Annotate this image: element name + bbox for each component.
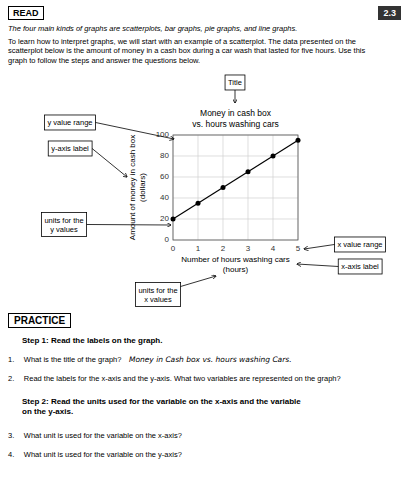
paragraph: The four main kinds of graphs are scatte… — [8, 24, 401, 34]
chart-title-line: Money in cash box — [200, 108, 272, 118]
tick-label: 40 — [160, 193, 169, 202]
section-number: 2.3 — [378, 6, 401, 20]
annotation-text-line: x value range — [337, 240, 382, 249]
point — [221, 185, 226, 190]
annotation-text: x value range — [337, 240, 382, 249]
plot-frame — [173, 135, 298, 240]
annotation-arrow — [235, 90, 236, 103]
annotation-text-line: Title — [228, 78, 242, 87]
grid-line — [173, 156, 298, 157]
grid-line — [273, 135, 274, 240]
annotation-text-line: x-axis label — [341, 262, 379, 271]
question: 1. What is the title of the graph? Money… — [8, 355, 401, 365]
tick-label: 3 — [246, 244, 251, 253]
line — [173, 140, 298, 219]
grid-line — [198, 135, 199, 240]
annotation: x-axis label — [297, 259, 382, 274]
annotation: y-axis label — [48, 141, 127, 177]
grid-line — [248, 135, 249, 240]
annotation-text: y value range — [47, 118, 92, 127]
annotation-text: units for they values — [44, 215, 83, 233]
annotation-box — [135, 282, 180, 306]
annotation-text-line: units for the — [138, 285, 177, 294]
grid-line — [173, 198, 298, 199]
tick-label: 20 — [160, 214, 169, 223]
annotation-box — [44, 115, 95, 130]
step-text: Read the labels on the graph. — [51, 336, 163, 345]
annotation: Title — [225, 75, 245, 103]
question: 3. What unit is used for the variable on… — [8, 431, 401, 441]
annotation-arrow — [92, 148, 127, 177]
grid — [173, 135, 298, 240]
annotation-text-line: y value range — [47, 118, 92, 127]
annotation: y value range — [44, 115, 174, 139]
tick-label: 80 — [160, 151, 169, 160]
question: 4. What unit is used for the variable on… — [8, 450, 401, 460]
tick-label: 60 — [160, 172, 169, 181]
x-axis-label: Number of hours washing cars(hours) — [181, 255, 290, 274]
annotation: units for thex values — [135, 276, 216, 306]
annotation-arrow — [297, 264, 338, 266]
tick-label: 0 — [171, 244, 176, 253]
annotation: units for they values — [41, 212, 171, 236]
x-axis-label-line: (hours) — [223, 265, 249, 274]
annotation-text: x-axis label — [341, 262, 379, 271]
tick-label: 1 — [196, 244, 201, 253]
annotation-box — [41, 212, 86, 236]
page: READ 2.3 The four main kinds of graphs are… — [0, 0, 409, 459]
chart-title: Money in cash boxvs. hours washing cars — [192, 108, 278, 129]
annotation-box — [338, 259, 382, 274]
annotation: x value range — [304, 237, 386, 252]
question-text: 1. What is the title of the graph? — [8, 355, 129, 364]
point — [296, 138, 301, 143]
grid-line — [173, 219, 298, 220]
annotation-text: Title — [228, 78, 242, 87]
step-label: Step 2: — [22, 397, 49, 406]
annotation-text: units for thex values — [138, 285, 177, 303]
annotation-arrow — [87, 224, 171, 226]
header: READ 2.3 — [8, 6, 401, 20]
data — [171, 138, 301, 222]
annotation-arrow — [304, 244, 334, 249]
tick-label: 2 — [221, 244, 226, 253]
annotation-box — [334, 237, 385, 252]
point — [246, 169, 251, 174]
point — [196, 201, 201, 206]
annotation-arrow — [96, 122, 174, 139]
annotation-text-line: units for the — [44, 215, 83, 224]
annotation-text-line: x values — [144, 294, 172, 303]
annotation-box — [48, 141, 92, 156]
step: Step 2: Read the units used for the vari… — [22, 397, 401, 417]
question: 2. Read the labels for the x-axis and th… — [8, 374, 401, 384]
tick-label: 4 — [271, 244, 276, 253]
annotation-arrow — [181, 276, 216, 286]
x-axis-label-line: Number of hours washing cars — [181, 255, 290, 264]
annotation-text-line: y-axis label — [51, 144, 89, 153]
tick-label: 5 — [296, 244, 301, 253]
grid-line — [173, 177, 298, 178]
annotation-box — [225, 75, 245, 90]
paragraph: To learn how to interpret graphs, we wil… — [8, 37, 401, 66]
chart-title-line: vs. hours washing cars — [192, 119, 278, 129]
answer-text: Money in Cash box vs. hours washing Cars… — [129, 355, 292, 364]
tick-label: 0 — [165, 235, 170, 244]
annotation-text: y-axis label — [51, 144, 89, 153]
point — [271, 154, 276, 159]
practice-header: PRACTICE — [8, 313, 71, 328]
point — [171, 217, 176, 222]
annotation-text-line: y values — [50, 224, 78, 233]
read-label: READ — [8, 6, 44, 20]
step-text: Read the units used for the variable on … — [22, 397, 301, 416]
step: Step 1: Read the labels on the graph. — [22, 336, 401, 346]
y-axis-label-line: (dollars) — [138, 173, 147, 202]
step-label: Step 1: — [22, 336, 49, 345]
chart: 012345020406080100Money in cash boxvs. h… — [8, 65, 409, 310]
